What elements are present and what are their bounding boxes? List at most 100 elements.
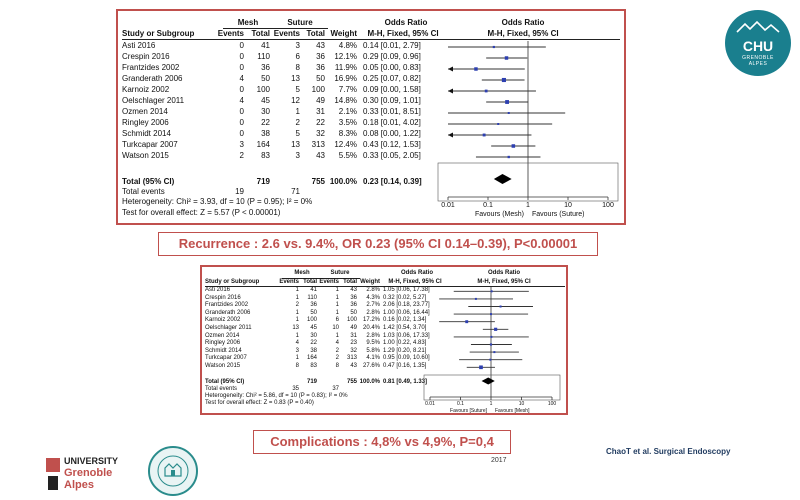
logo-mark-square: [46, 458, 60, 472]
row-weight: 12.4%: [334, 140, 357, 149]
row-mesh-events: 0: [239, 129, 244, 138]
row-suture-events: 4: [335, 340, 339, 347]
row-suture-total: 22: [316, 118, 325, 127]
favours-right-label: Favours [Mesh]: [495, 408, 530, 414]
row-suture-total: 36: [316, 63, 325, 72]
row-odds-ratio-ci: 0.32 [0.02, 5.27]: [383, 294, 427, 301]
row-mesh-total: 110: [307, 294, 317, 301]
axis-frame: [437, 162, 619, 202]
chu-grenoble-logo: CHU GRENOBLE ALPES: [725, 10, 791, 76]
row-odds-ratio-ci: 0.95 [0.09, 10.60]: [383, 355, 430, 362]
suture-events-header: Events: [319, 279, 339, 285]
row-odds-ratio-ci: 0.25 [0.07, 0.82]: [363, 74, 421, 83]
row-mesh-events: 8: [295, 363, 299, 369]
row-mesh-total: 50: [310, 309, 317, 316]
header-bottom-rule: [205, 286, 565, 287]
row-weight: 20.4%: [362, 325, 380, 331]
row-mesh-total: 38: [310, 347, 317, 354]
total-or: 0.81 [0.49, 1.33]: [383, 379, 428, 385]
row-mesh-events: 0: [239, 63, 244, 72]
row-suture-total: 100: [311, 85, 325, 94]
complications-forest-plot: 0.01 0.1 1 10 100 Favours [Suture] Favours [Me…: [423, 287, 561, 414]
row-mesh-events: 13: [292, 325, 299, 331]
citation: ChaoT et al. Surgical Endoscopy: [606, 447, 731, 456]
row-weight: 7.7%: [338, 85, 357, 94]
row-odds-ratio-ci: 0.33 [0.01, 8.51]: [363, 107, 421, 116]
row-weight: 9.5%: [366, 340, 380, 347]
row-odds-ratio-ci: 2.06 [0.18, 23.77]: [383, 302, 430, 309]
row-mesh-total: 22: [261, 118, 270, 127]
total-suture: 755: [311, 177, 325, 186]
row-study: Crespin 2016: [122, 52, 170, 61]
row-mesh-events: 0: [239, 41, 244, 50]
row-odds-ratio-ci: 0.30 [0.09, 1.01]: [363, 96, 421, 105]
x-tick-label: 10: [564, 202, 572, 209]
mesh-group-header: Mesh: [237, 18, 259, 27]
study-point: [474, 67, 478, 71]
row-suture-events: 1: [335, 294, 339, 301]
row-study: Watson 2015: [205, 363, 241, 369]
row-mesh-total: 41: [310, 287, 317, 293]
row-odds-ratio-ci: 1.00 [0.06, 16.44]: [383, 309, 430, 316]
row-mesh-total: 164: [256, 140, 270, 149]
city-seal-emblem-icon: [157, 455, 189, 487]
row-suture-events: 12: [291, 96, 300, 105]
row-mesh-total: 38: [261, 129, 270, 138]
university-line-3: Alpes: [64, 479, 94, 491]
row-weight: 5.8%: [366, 347, 380, 354]
total-events-suture: 71: [291, 187, 300, 196]
row-mesh-total: 164: [306, 355, 317, 362]
row-suture-total: 313: [346, 355, 357, 362]
row-suture-total: 50: [316, 74, 325, 83]
total-events-mesh: 19: [235, 187, 244, 196]
row-mesh-total: 36: [310, 302, 317, 309]
overall-effect-text: Test for overall effect: Z = 5.57 (P < 0…: [122, 208, 281, 217]
mesh-total-header: Total: [303, 279, 317, 285]
row-suture-total: 31: [316, 107, 325, 116]
study-point: [507, 155, 510, 159]
row-odds-ratio-ci: 0.08 [0.00, 1.22]: [363, 129, 421, 138]
mesh-events-header: Events: [217, 29, 244, 38]
row-weight: 2.8%: [366, 287, 380, 293]
total-ci-label: Total (95% CI): [122, 177, 175, 186]
mesh-total-header: Total: [251, 29, 270, 38]
row-mesh-events: 2: [295, 302, 299, 309]
row-mesh-total: 30: [261, 107, 270, 116]
row-mesh-events: 0: [239, 85, 244, 94]
row-mesh-total: 100: [306, 317, 317, 324]
row-mesh-events: 3: [239, 140, 244, 149]
row-study: Granderath 2006: [122, 74, 183, 83]
suture-total-header: Total: [343, 279, 357, 285]
weight-header: Weight: [360, 279, 380, 285]
row-study: Schmidt 2014: [205, 347, 242, 354]
university-line-1: UNIVERSITY: [64, 456, 119, 466]
row-suture-events: 2: [295, 118, 300, 127]
study-point: [505, 100, 510, 104]
row-suture-total: 49: [316, 96, 325, 105]
mesh-events-header: Events: [279, 279, 299, 285]
row-mesh-events: 1: [295, 294, 299, 301]
pooled-diamond: [481, 377, 495, 385]
total-mesh: 719: [256, 177, 270, 186]
row-study: Schmidt 2014: [122, 129, 171, 138]
row-mesh-events: 4: [239, 96, 244, 105]
row-mesh-total: 45: [310, 325, 317, 331]
x-tick-label: 100: [548, 401, 557, 407]
row-suture-total: 100: [346, 317, 357, 324]
row-odds-ratio-ci: 0.05 [0.00, 0.83]: [363, 63, 421, 72]
x-tick-label: 0.1: [483, 202, 493, 209]
row-weight: 5.5%: [338, 151, 357, 160]
row-suture-events: 10: [332, 325, 339, 331]
row-odds-ratio-ci: 0.29 [0.09, 0.96]: [363, 52, 421, 61]
heterogeneity-text: Heterogeneity: Chi² = 5.86, df = 10 (P =…: [205, 393, 348, 399]
row-suture-total: 23: [350, 340, 357, 347]
ci-arrow: [448, 88, 453, 94]
weight-header: Weight: [330, 29, 357, 38]
row-mesh-total: 83: [261, 151, 270, 160]
row-suture-events: 1: [335, 302, 339, 309]
row-suture-events: 5: [295, 129, 300, 138]
row-suture-total: 43: [350, 287, 357, 293]
row-odds-ratio-ci: 1.03 [0.06, 17.33]: [383, 332, 430, 339]
row-mesh-events: 1: [295, 317, 299, 324]
study-point: [504, 56, 509, 60]
